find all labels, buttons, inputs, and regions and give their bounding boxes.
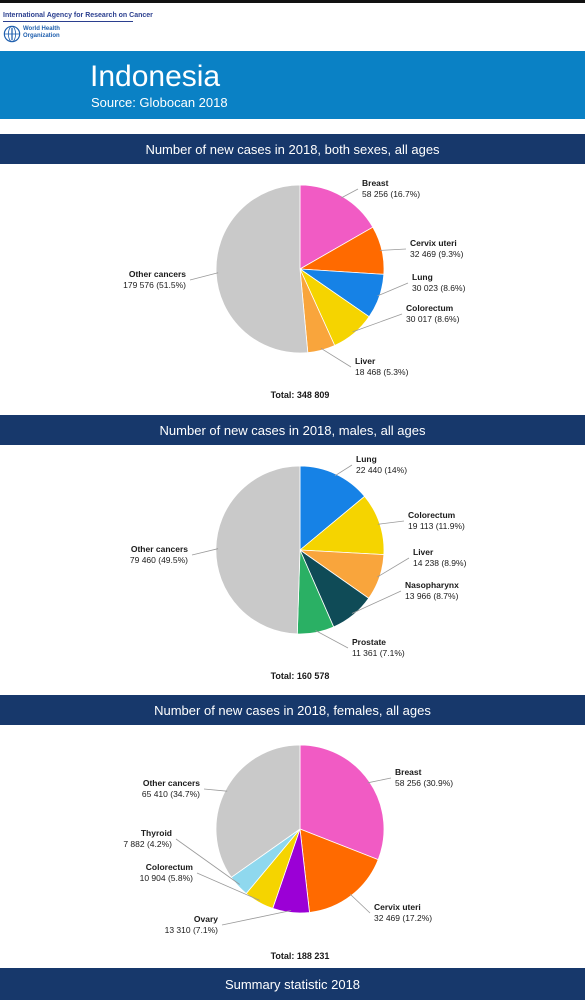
chart-total-label: Total: 188 231 [271, 951, 330, 961]
top-bar [0, 0, 585, 3]
slice-value-other-cancers: 79 460 (49.5%) [130, 555, 188, 565]
leader-line-colorectum [377, 520, 405, 525]
leader-line-breast [340, 188, 359, 199]
source-text: Source: Globocan 2018 [91, 95, 228, 110]
leader-line-nasopharynx [351, 590, 402, 614]
slice-value-liver: 14 238 (8.9%) [413, 558, 467, 568]
slice-label-nasopharynx: Nasopharynx [405, 580, 459, 590]
slice-label-lung: Lung [356, 454, 377, 464]
slice-label-liver: Liver [413, 547, 434, 557]
slice-value-liver: 18 468 (5.3%) [355, 367, 409, 377]
slice-label-colorectum: Colorectum [406, 303, 454, 313]
leader-line-other-cancers [191, 548, 219, 556]
leader-line-other-cancers [189, 272, 219, 281]
slice-label-thyroid: Thyroid [141, 828, 172, 838]
who-name: World Health Organization [23, 26, 60, 40]
country-banner [0, 51, 585, 119]
slice-value-colorectum: 10 904 (5.8%) [140, 873, 194, 883]
slice-value-breast: 58 256 (16.7%) [362, 189, 420, 199]
section-header-summary: Summary statistic 2018 [0, 968, 585, 1000]
slice-label-prostate: Prostate [352, 637, 386, 647]
slice-value-colorectum: 19 113 (11.9%) [408, 521, 465, 531]
slice-label-breast: Breast [362, 178, 389, 188]
leader-line-thyroid [175, 838, 240, 885]
pie-slice-lung [299, 465, 366, 551]
slice-value-other-cancers: 65 410 (34.7%) [142, 789, 200, 799]
leader-line-lung [334, 464, 353, 477]
chart-total-label: Total: 160 578 [271, 671, 330, 681]
slice-value-ovary: 13 310 (7.1%) [165, 925, 219, 935]
slice-value-cervix-uteri: 32 469 (17.2%) [374, 913, 432, 923]
section-header-males: Number of new cases in 2018, males, all … [0, 415, 585, 445]
slice-label-ovary: Ovary [194, 914, 218, 924]
leader-line-liver [320, 347, 352, 368]
leader-line-liver [377, 557, 410, 578]
chart-both-sexes: Breast 58 256 (16.7%) Cervix uteri 32 469 (… [0, 164, 585, 413]
pie-slice-breast [299, 744, 385, 861]
pie-slice-other-cancers [215, 184, 309, 354]
leader-line-prostate [315, 630, 349, 649]
pie-slice-breast [299, 184, 374, 270]
slice-value-cervix-uteri: 32 469 (9.3%) [410, 249, 464, 259]
leader-line-cervix-uteri [379, 248, 407, 251]
leader-line-cervix-uteri [349, 893, 371, 914]
section-header-both-sexes: Number of new cases in 2018, both sexes,… [0, 134, 585, 164]
slice-label-breast: Breast [395, 767, 422, 777]
slice-value-colorectum: 30 017 (8.6%) [406, 314, 460, 324]
slice-label-colorectum: Colorectum [408, 510, 456, 520]
who-logo-icon [3, 25, 21, 43]
agency-name: International Agency for Research on Can… [3, 12, 153, 19]
slice-value-breast: 58 256 (30.9%) [395, 778, 453, 788]
slice-value-thyroid: 7 882 (4.2%) [123, 839, 172, 849]
leader-line-colorectum [196, 872, 260, 901]
chart-total-label: Total: 348 809 [271, 390, 330, 400]
slice-label-cervix-uteri: Cervix uteri [374, 902, 421, 912]
slice-label-other-cancers: Other cancers [143, 778, 200, 788]
chart-females: Breast 58 256 (30.9%) Cervix uteri 32 469 (… [0, 725, 585, 967]
slice-label-other-cancers: Other cancers [131, 544, 188, 554]
pie-slice-other-cancers [215, 465, 301, 635]
leader-line-lung [377, 282, 409, 297]
slice-label-other-cancers: Other cancers [129, 269, 186, 279]
slice-label-colorectum: Colorectum [146, 862, 194, 872]
leader-line-colorectum [352, 313, 403, 333]
slice-value-other-cancers: 179 576 (51.5%) [123, 280, 186, 290]
slice-label-liver: Liver [355, 356, 376, 366]
slice-label-lung: Lung [412, 272, 433, 282]
chart-males: Lung 22 440 (14%) Colorectum 19 113 (11.9%)… [0, 445, 585, 694]
slice-value-lung: 30 023 (8.6%) [412, 283, 466, 293]
page-title: Indonesia [90, 60, 221, 93]
leader-line-breast [367, 777, 392, 784]
pie-slice-other-cancers [215, 744, 301, 878]
who-name-line2: Organization [23, 33, 60, 39]
who-name-line1: World Health [23, 26, 60, 32]
slice-value-lung: 22 440 (14%) [356, 465, 407, 475]
leader-line-ovary [221, 910, 292, 926]
section-header-females: Number of new cases in 2018, females, al… [0, 695, 585, 725]
agency-divider [3, 21, 133, 22]
slice-value-nasopharynx: 13 966 (8.7%) [405, 591, 459, 601]
leader-line-other-cancers [203, 788, 228, 792]
slice-label-cervix-uteri: Cervix uteri [410, 238, 457, 248]
slice-value-prostate: 11 361 (7.1%) [352, 648, 405, 658]
